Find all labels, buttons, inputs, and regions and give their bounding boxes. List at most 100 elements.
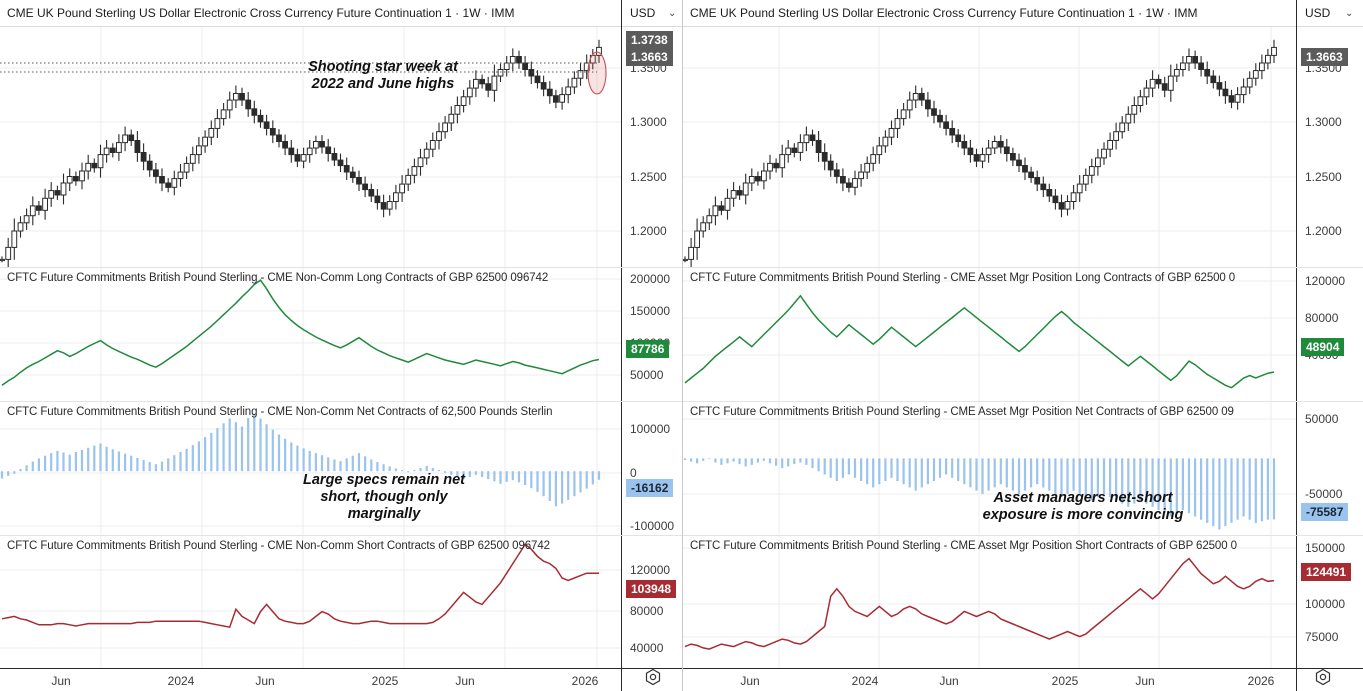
time-label: Jun bbox=[255, 674, 275, 688]
axis-tick: 80000 bbox=[1305, 311, 1339, 325]
net-last-badge: -16162 bbox=[626, 479, 674, 497]
long-last-badge: 87786 bbox=[626, 340, 670, 358]
large-specs-note: Large specs remain net short, though onl… bbox=[303, 472, 465, 522]
axis-tick: 120000 bbox=[1305, 274, 1346, 288]
axis-tick: -100000 bbox=[630, 519, 675, 533]
left-net-chart bbox=[0, 402, 621, 535]
scale-edge bbox=[621, 0, 622, 27]
left-short-plot[interactable] bbox=[0, 536, 621, 668]
right-price-panel: 1.3500 1.3000 1.2500 1.2000 1.3663 bbox=[683, 27, 1363, 267]
shooting-star-note: Shooting star week at 2022 and June high… bbox=[308, 59, 458, 92]
panel-divider bbox=[683, 535, 1363, 536]
right-time-axis[interactable]: Jun 2024 Jun 2025 Jun 2026 bbox=[683, 668, 1296, 691]
left-axis-settings-cell[interactable] bbox=[621, 668, 682, 691]
time-label: 2025 bbox=[1051, 674, 1079, 688]
axis-tick: 1.3000 bbox=[1305, 115, 1342, 129]
right-panel2-title: CFTC Future Commitments British Pound St… bbox=[690, 272, 1236, 284]
right-long-chart bbox=[683, 268, 1296, 401]
left-header-bar: CME UK Pound Sterling US Dollar Electron… bbox=[0, 0, 682, 27]
time-label: Jun bbox=[1135, 674, 1155, 688]
left-price-scale[interactable]: 1.3500 1.3000 1.2500 1.2000 1.3738 1.366… bbox=[621, 27, 682, 267]
target-icon[interactable] bbox=[1314, 668, 1332, 686]
right-net-plot[interactable] bbox=[683, 402, 1296, 535]
left-net-plot[interactable] bbox=[0, 402, 621, 535]
right-long-scale[interactable]: 120000 80000 40000 48904 bbox=[1296, 268, 1363, 401]
axis-tick: 120000 bbox=[630, 563, 671, 577]
axis-tick: 150000 bbox=[630, 304, 671, 318]
left-panel4-title: CFTC Future Commitments British Pound St… bbox=[7, 540, 550, 552]
left-noncomm-long-panel: CFTC Future Commitments British Pound St… bbox=[0, 268, 682, 401]
pane-divider bbox=[682, 0, 683, 691]
left-short-scale[interactable]: 120000 80000 40000 103948 bbox=[621, 536, 682, 668]
time-label: 2025 bbox=[371, 674, 399, 688]
right-currency-label: USD bbox=[1305, 6, 1331, 20]
target-icon[interactable] bbox=[644, 668, 662, 686]
price-high-badge: 1.3738 bbox=[626, 31, 673, 49]
panel-divider bbox=[0, 401, 682, 402]
time-label: Jun bbox=[740, 674, 760, 688]
panel-divider bbox=[683, 401, 1363, 402]
left-chart-pane: CME UK Pound Sterling US Dollar Electron… bbox=[0, 0, 682, 691]
right-assetmgr-net-panel: CFTC Future Commitments British Pound St… bbox=[683, 402, 1363, 535]
axis-tick: 80000 bbox=[630, 604, 664, 618]
left-noncomm-net-panel: CFTC Future Commitments British Pound St… bbox=[0, 402, 682, 535]
right-panel3-title: CFTC Future Commitments British Pound St… bbox=[690, 406, 1234, 418]
right-short-chart bbox=[683, 536, 1296, 668]
right-assetmgr-long-panel: CFTC Future Commitments British Pound St… bbox=[683, 268, 1363, 401]
left-long-chart bbox=[0, 268, 621, 401]
axis-tick: 1.2000 bbox=[1305, 224, 1342, 238]
right-long-plot[interactable] bbox=[683, 268, 1296, 401]
right-short-plot[interactable] bbox=[683, 536, 1296, 668]
time-label: 2026 bbox=[571, 674, 599, 688]
short-last-badge: 103948 bbox=[626, 580, 677, 598]
axis-tick: 50000 bbox=[630, 368, 664, 382]
time-label: Jun bbox=[455, 674, 475, 688]
right-axis-settings-cell[interactable] bbox=[1296, 668, 1363, 691]
right-net-scale[interactable]: 50000 -50000 -75587 bbox=[1296, 402, 1363, 535]
left-net-scale[interactable]: 100000 0 -100000 -16162 bbox=[621, 402, 682, 535]
price-last-badge: 1.3663 bbox=[1301, 48, 1348, 66]
chevron-down-icon[interactable]: ⌄ bbox=[668, 8, 677, 19]
time-label: Jun bbox=[51, 674, 71, 688]
axis-tick: 50000 bbox=[1305, 412, 1339, 426]
chevron-down-icon[interactable]: ⌄ bbox=[1345, 8, 1354, 19]
left-short-chart bbox=[0, 536, 621, 668]
panel-divider bbox=[0, 535, 682, 536]
left-price-chart bbox=[0, 27, 621, 267]
right-price-scale[interactable]: 1.3500 1.3000 1.2500 1.2000 1.3663 bbox=[1296, 27, 1363, 267]
left-long-plot[interactable] bbox=[0, 268, 621, 401]
right-assetmgr-short-panel: CFTC Future Commitments British Pound St… bbox=[683, 536, 1363, 668]
left-long-scale[interactable]: 200000 150000 100000 50000 87786 bbox=[621, 268, 682, 401]
axis-tick: 1.2500 bbox=[630, 170, 667, 184]
right-header-bar: CME UK Pound Sterling US Dollar Electron… bbox=[683, 0, 1363, 27]
axis-tick: 1.2000 bbox=[630, 224, 667, 238]
short-last-badge: 124491 bbox=[1301, 563, 1352, 581]
time-label: 2024 bbox=[167, 674, 195, 688]
left-panel3-title: CFTC Future Commitments British Pound St… bbox=[7, 406, 553, 418]
right-net-chart bbox=[683, 402, 1296, 535]
time-label: Jun bbox=[939, 674, 959, 688]
axis-tick: 40000 bbox=[630, 641, 664, 655]
axis-tick: 1.3000 bbox=[630, 115, 667, 129]
axis-tick: 100000 bbox=[1305, 597, 1346, 611]
right-price-plot[interactable] bbox=[683, 27, 1296, 267]
axis-tick: 200000 bbox=[630, 272, 671, 286]
right-chart-pane: CME UK Pound Sterling US Dollar Electron… bbox=[683, 0, 1363, 691]
scale-edge bbox=[1296, 0, 1297, 27]
panel-divider bbox=[683, 267, 1363, 268]
left-currency-label: USD bbox=[630, 6, 656, 20]
left-time-axis[interactable]: Jun 2024 Jun 2025 Jun 2026 bbox=[0, 668, 621, 691]
left-price-panel: 1.3500 1.3000 1.2500 1.2000 1.3738 1.366… bbox=[0, 27, 682, 267]
axis-tick: 100000 bbox=[630, 422, 671, 436]
left-symbol-title: CME UK Pound Sterling US Dollar Electron… bbox=[7, 6, 515, 20]
time-label: 2026 bbox=[1247, 674, 1275, 688]
asset-managers-note: Asset managers net-short exposure is mor… bbox=[982, 490, 1184, 523]
axis-tick: 150000 bbox=[1305, 541, 1346, 555]
left-price-plot[interactable] bbox=[0, 27, 621, 267]
right-short-scale[interactable]: 150000 100000 75000 124491 bbox=[1296, 536, 1363, 668]
axis-tick: 1.2500 bbox=[1305, 170, 1342, 184]
panel-divider bbox=[0, 267, 682, 268]
highlight-ellipse bbox=[587, 51, 607, 95]
right-symbol-title: CME UK Pound Sterling US Dollar Electron… bbox=[690, 6, 1198, 20]
